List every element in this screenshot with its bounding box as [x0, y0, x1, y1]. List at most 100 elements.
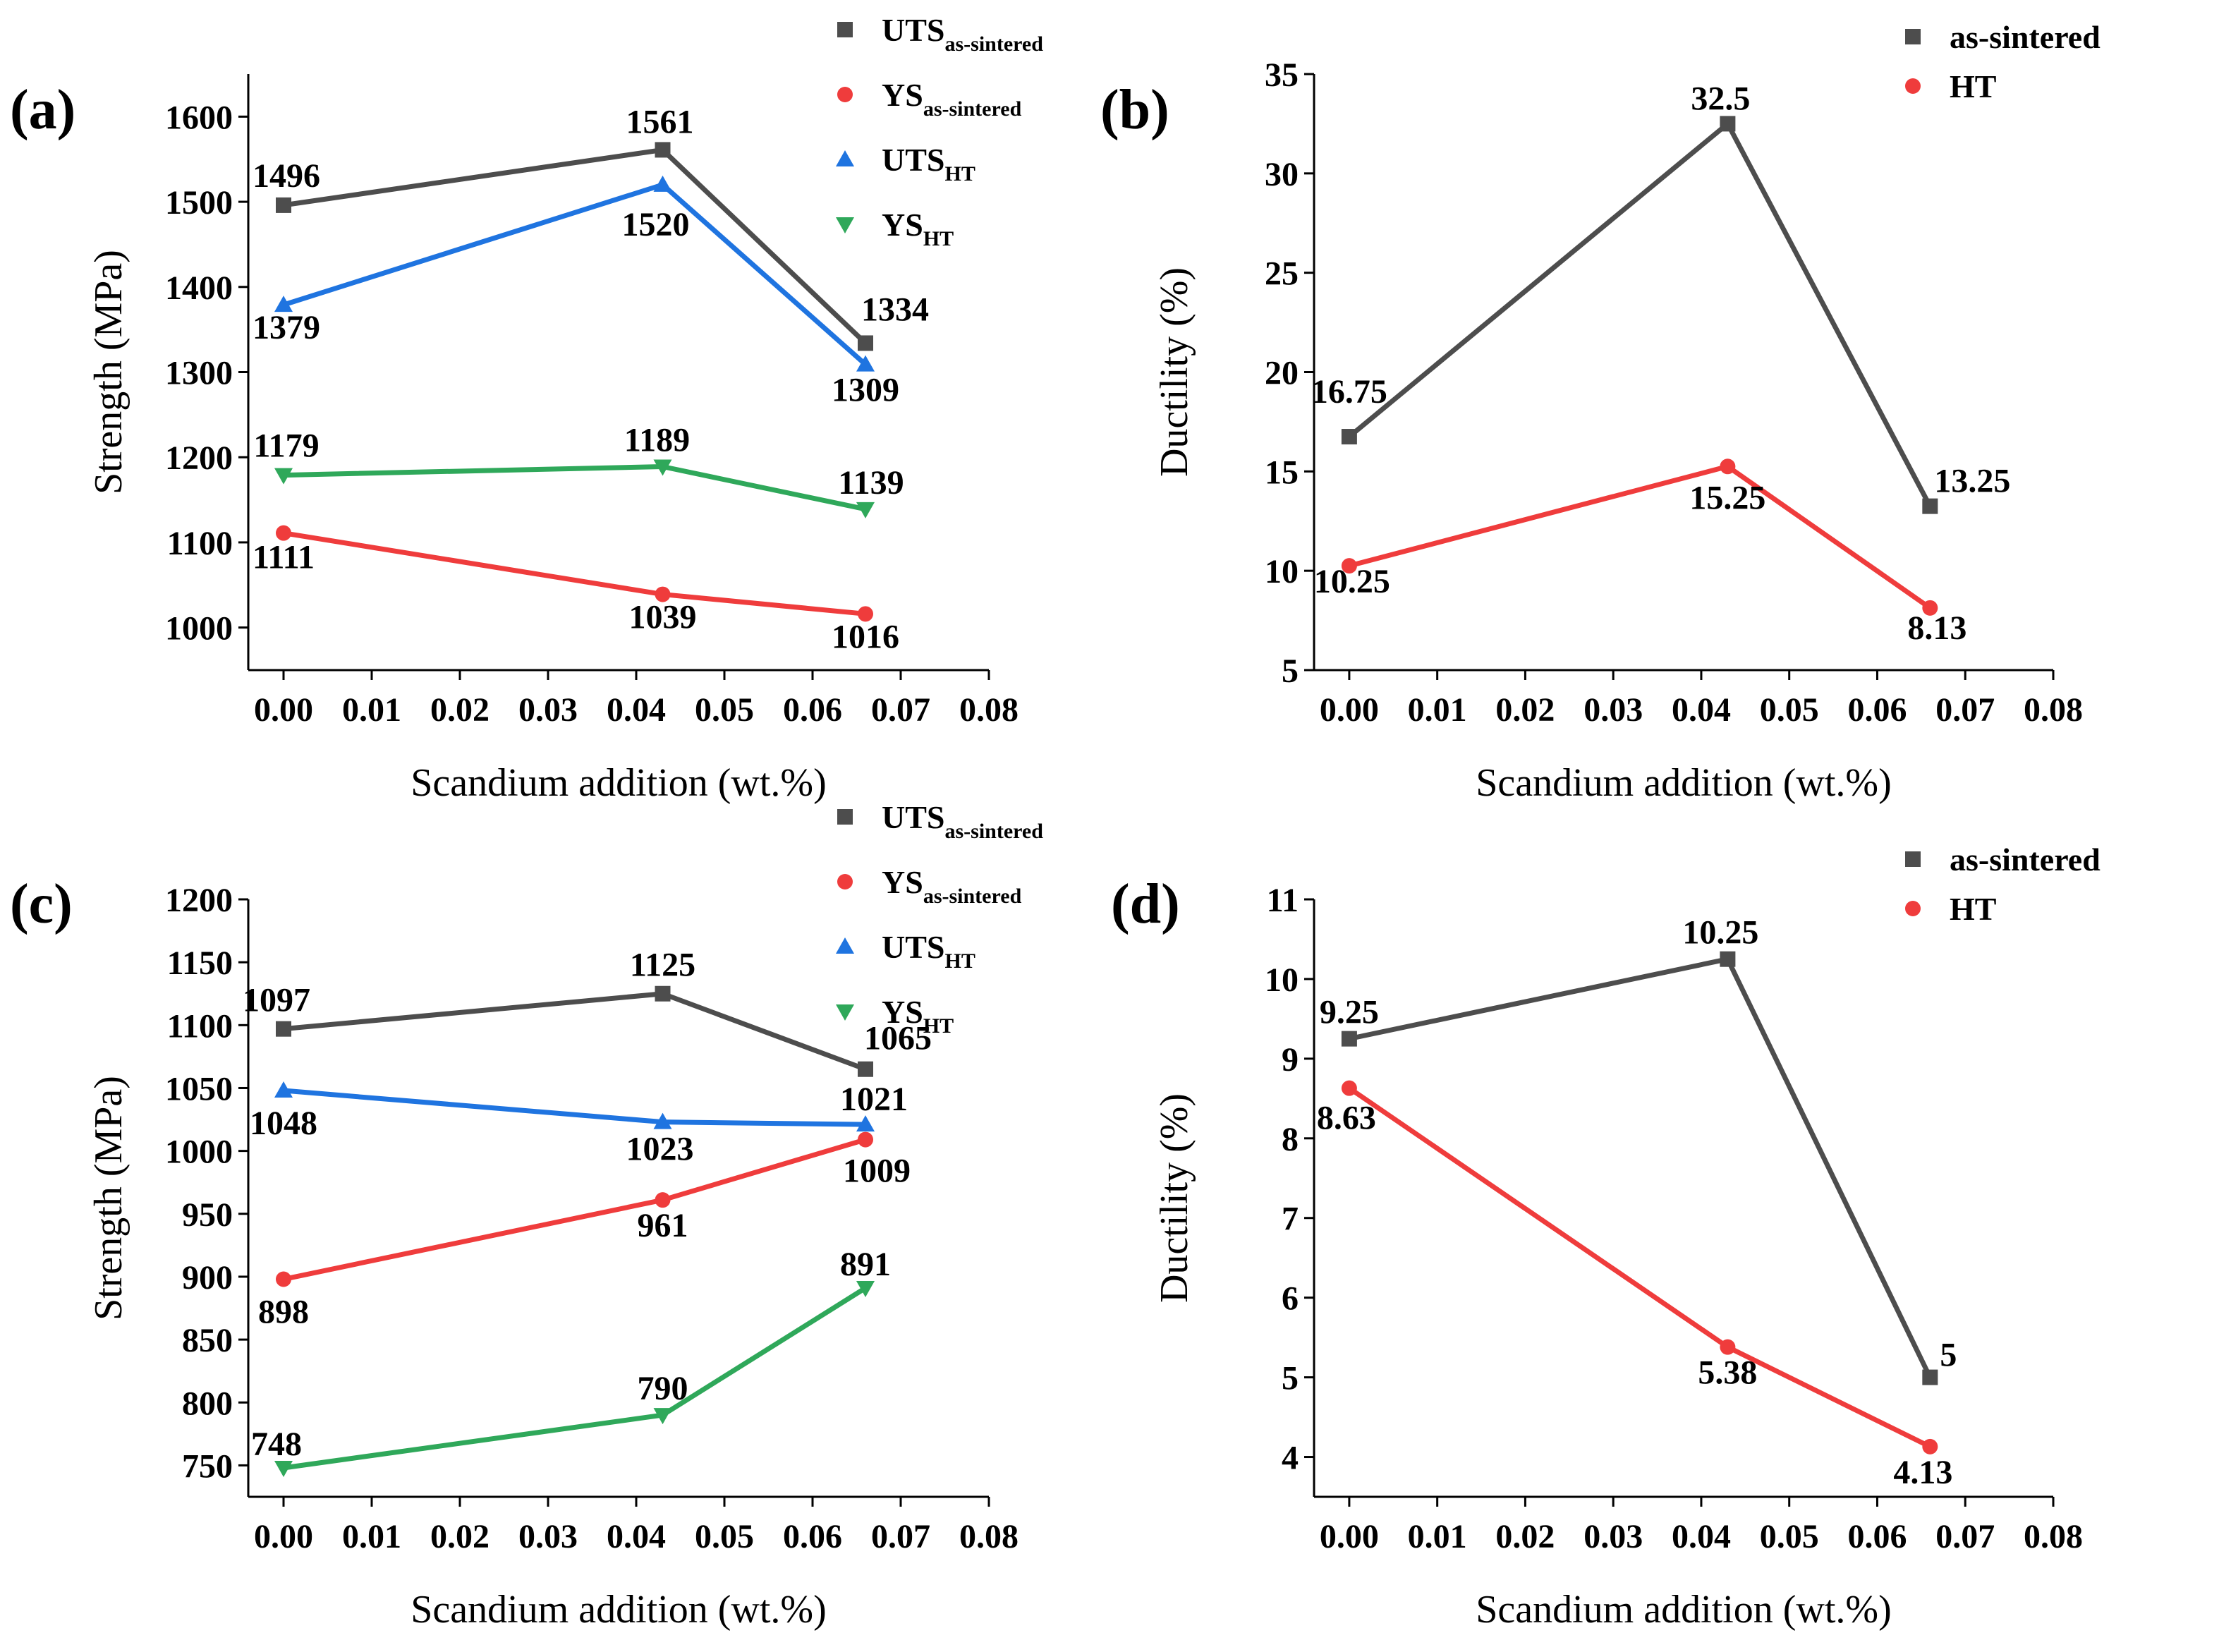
data-label: 1021 [840, 1081, 908, 1118]
legend-label-main: UTS [882, 929, 944, 965]
data-label: 1039 [629, 599, 697, 636]
legend-label: UTSas-sintered [882, 12, 1043, 56]
data-label: 1179 [253, 427, 319, 465]
series-line [282, 182, 868, 367]
y-axis-title: Ductility (%) [1153, 267, 1196, 477]
legend-label-sub: HT [944, 949, 975, 973]
data-label: 1023 [626, 1131, 694, 1168]
data-point [274, 1081, 293, 1098]
y-tick-label: 1100 [167, 525, 233, 562]
legend-label: UTSas-sintered [882, 799, 1043, 843]
panel-label: (a) [10, 79, 75, 141]
y-tick-label: 850 [182, 1322, 233, 1359]
legend-label-main: HT [1950, 68, 1996, 104]
data-label: 32.5 [1691, 80, 1750, 117]
series-line [1349, 956, 1933, 1379]
y-tick-label: 35 [1265, 56, 1299, 94]
legend-label-main: HT [1950, 891, 1996, 927]
y-tick-label: 11 [1267, 882, 1299, 919]
data-point [655, 142, 671, 158]
x-tick-label: 0.04 [1672, 1518, 1731, 1555]
x-tick-label: 0.03 [1583, 1518, 1643, 1555]
legend-label-sub: as-sintered [923, 885, 1022, 908]
x-tick-label: 0.07 [1935, 691, 1995, 729]
data-point [1341, 558, 1357, 574]
data-label: 961 [638, 1207, 688, 1244]
y-tick-label: 5 [1282, 652, 1299, 690]
legend-label-sub: as-sintered [923, 97, 1022, 121]
legend-label-sub: HT [923, 227, 954, 250]
data-point [1341, 429, 1357, 445]
legend-label-main: as-sintered [1950, 842, 2101, 877]
data-point [276, 197, 291, 213]
data-label: 15.25 [1689, 479, 1765, 516]
data-point [856, 1115, 875, 1132]
x-tick-label: 0.07 [1935, 1518, 1995, 1555]
x-axis-title: Scandium addition (wt.%) [411, 1588, 826, 1632]
data-point [653, 175, 672, 192]
legend-label: UTSHT [882, 929, 975, 973]
data-point [858, 335, 873, 351]
y-tick-label: 1400 [165, 269, 233, 307]
data-label: 4.13 [1893, 1454, 1952, 1491]
chart-panel-c: 0.00 0.01 0.02 0.03 0.04 0.05 0.06 0.07 0.08 750 8… [10, 799, 1043, 1632]
data-label: 1334 [861, 291, 929, 328]
y-tick-label: 1200 [165, 882, 233, 919]
x-tick-label: 0.03 [518, 1518, 578, 1555]
legend-label: UTSHT [882, 142, 975, 186]
data-label: 1065 [864, 1020, 932, 1057]
data-point [856, 355, 875, 372]
data-point [655, 586, 671, 602]
x-tick-label: 0.02 [430, 691, 490, 729]
legend-marker [837, 22, 853, 37]
data-label: 1097 [243, 982, 310, 1019]
series-line [283, 463, 866, 512]
legend-label-main: YS [882, 207, 923, 243]
data-point [1922, 600, 1938, 616]
y-tick-label: 10 [1265, 961, 1299, 999]
x-tick-label: 0.02 [430, 1518, 490, 1555]
panel-label: (b) [1100, 79, 1169, 141]
series-line [283, 1088, 866, 1127]
legend-marker [1905, 29, 1921, 44]
y-tick-label: 1600 [165, 99, 233, 136]
series-line [1347, 121, 1933, 508]
data-label: 1379 [253, 309, 320, 346]
legend-marker [836, 1004, 854, 1021]
y-tick-label: 1200 [165, 439, 233, 477]
x-tick-label: 0.04 [607, 1518, 666, 1555]
legend-marker [1905, 901, 1921, 916]
y-tick-label: 950 [182, 1196, 233, 1234]
y-tick-label: 9 [1282, 1041, 1299, 1079]
legend-marker [837, 874, 853, 889]
panel-label: (c) [10, 873, 73, 935]
x-axis-title: Scandium addition (wt.%) [411, 761, 826, 805]
legend-marker [836, 150, 854, 166]
legend-label: YSas-sintered [882, 864, 1022, 908]
data-label: 1009 [843, 1153, 911, 1190]
data-point [1720, 116, 1736, 132]
legend-marker [1905, 851, 1921, 867]
x-tick-label: 0.07 [871, 691, 930, 729]
x-tick-label: 0.06 [783, 691, 842, 729]
x-tick-label: 0.05 [695, 1518, 754, 1555]
x-tick-label: 0.06 [1847, 1518, 1907, 1555]
data-point [1341, 1031, 1357, 1047]
data-label: 1125 [630, 947, 695, 984]
legend-label: as-sintered [1950, 842, 2101, 877]
x-tick-label: 0.02 [1495, 691, 1555, 729]
legend-marker [837, 809, 853, 825]
y-tick-label: 5 [1282, 1360, 1299, 1397]
series-line [283, 530, 866, 617]
x-tick-label: 0.04 [607, 691, 666, 729]
x-tick-label: 0.00 [1320, 1518, 1379, 1555]
legend-label: HT [1950, 891, 1996, 927]
y-tick-label: 15 [1265, 454, 1299, 491]
x-axis-title: Scandium addition (wt.%) [1476, 1588, 1891, 1632]
legend-label-main: UTS [882, 799, 944, 835]
legend-label: YSas-sintered [882, 77, 1022, 121]
data-label: 10.25 [1314, 563, 1390, 600]
series-line [283, 1137, 866, 1282]
data-label: 5.38 [1698, 1354, 1757, 1392]
data-label: 10.25 [1682, 914, 1758, 952]
